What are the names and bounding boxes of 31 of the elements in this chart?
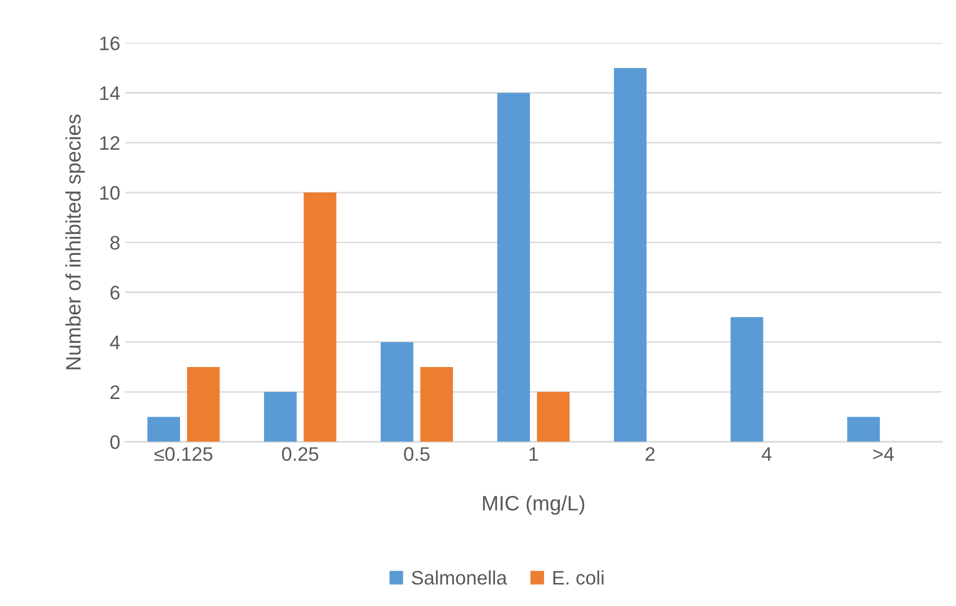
x-tick-label: 0.5 bbox=[404, 447, 430, 461]
y-tick-label: 14 bbox=[100, 86, 120, 100]
bar bbox=[147, 416, 180, 442]
bar bbox=[536, 392, 570, 442]
y-tick-label: 0 bbox=[110, 435, 120, 450]
legend-label: Salmonella bbox=[412, 570, 508, 585]
x-tick-label: ≤0.125 bbox=[154, 447, 212, 461]
x-tick-label: 4 bbox=[762, 447, 772, 461]
x-tick-label: 1 bbox=[530, 447, 538, 461]
x-tick-label: 0.25 bbox=[282, 447, 318, 461]
legend-label: E. coli bbox=[553, 570, 604, 585]
bar bbox=[847, 416, 880, 442]
y-tick-label: 6 bbox=[110, 286, 120, 300]
bar bbox=[497, 92, 530, 442]
y-tick-label: 16 bbox=[100, 36, 120, 50]
bar bbox=[420, 367, 453, 442]
y-tick-label: 10 bbox=[100, 186, 120, 200]
bar bbox=[187, 367, 220, 442]
y-axis-title: Number of inhibited species bbox=[65, 114, 85, 370]
bar bbox=[614, 68, 647, 442]
y-tick-label: 12 bbox=[100, 136, 120, 150]
bar bbox=[380, 342, 414, 442]
bar bbox=[304, 192, 336, 442]
x-axis-title: MIC (mg/L) bbox=[483, 495, 584, 515]
x-tick-label: >4 bbox=[873, 447, 894, 461]
y-tick-label: 2 bbox=[110, 385, 120, 399]
y-tick-label: 4 bbox=[110, 336, 120, 350]
bar bbox=[264, 392, 297, 442]
bar bbox=[730, 317, 764, 442]
y-tick-label: 8 bbox=[110, 236, 120, 250]
x-tick-label: 2 bbox=[646, 447, 655, 461]
